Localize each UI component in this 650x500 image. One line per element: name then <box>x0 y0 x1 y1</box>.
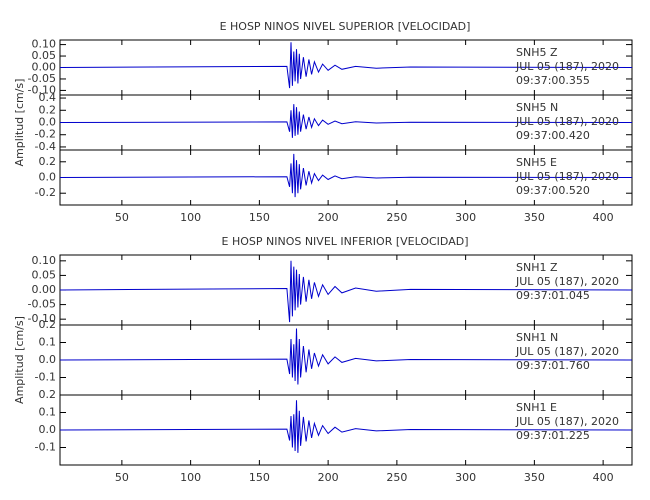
x-tick-label: 200 <box>318 211 339 224</box>
y-tick-label: 0.2 <box>39 103 57 116</box>
time-label: 09:37:01.760 <box>516 359 590 372</box>
x-tick-label: 150 <box>249 471 270 484</box>
x-tick-label: 100 <box>180 471 201 484</box>
y-tick-label: -0.05 <box>28 72 56 85</box>
waveform <box>59 42 633 89</box>
station-label: SNH5 Z <box>516 46 558 59</box>
y-tick-label: 0.1 <box>39 336 57 349</box>
y-tick-label: -0.10 <box>28 83 56 96</box>
y-tick-label: -0.05 <box>28 298 56 311</box>
y-tick-label: 0.00 <box>32 61 57 74</box>
date-label: JUL 05 (187), 2020 <box>515 275 619 288</box>
waveform <box>59 328 633 385</box>
station-label: SNH1 Z <box>516 261 558 274</box>
x-tick-label: 200 <box>318 471 339 484</box>
x-tick-label: 350 <box>524 471 545 484</box>
y-tick-label: 0.10 <box>32 254 57 267</box>
time-label: 09:37:01.045 <box>516 289 590 302</box>
y-tick-label: -0.4 <box>35 140 56 153</box>
station-label: SNH5 E <box>516 156 557 169</box>
y-axis-label: Amplitud [cm/s] <box>13 79 26 167</box>
y-tick-label: 0.0 <box>39 423 57 436</box>
y-tick-label: 0.4 <box>39 91 57 104</box>
x-tick-label: 300 <box>455 471 476 484</box>
station-label: SNH5 N <box>516 101 558 114</box>
date-label: JUL 05 (187), 2020 <box>515 170 619 183</box>
x-tick-label: 350 <box>524 211 545 224</box>
y-tick-label: 0.1 <box>39 406 57 419</box>
time-label: 09:37:01.225 <box>516 429 590 442</box>
x-tick-label: 300 <box>455 211 476 224</box>
time-label: 09:37:00.420 <box>516 129 590 142</box>
date-label: JUL 05 (187), 2020 <box>515 415 619 428</box>
chart-title: E HOSP NINOS NIVEL SUPERIOR [VELOCIDAD] <box>220 20 471 33</box>
date-label: JUL 05 (187), 2020 <box>515 115 619 128</box>
x-tick-label: 250 <box>386 471 407 484</box>
waveform <box>59 153 633 198</box>
station-label: SNH1 N <box>516 331 558 344</box>
y-tick-label: 0.10 <box>32 38 57 51</box>
x-tick-label: 50 <box>115 471 129 484</box>
x-tick-label: 100 <box>180 211 201 224</box>
date-label: JUL 05 (187), 2020 <box>515 345 619 358</box>
x-tick-label: 400 <box>593 471 614 484</box>
time-label: 09:37:00.520 <box>516 184 590 197</box>
y-tick-label: 0.0 <box>39 353 57 366</box>
y-tick-label: -0.1 <box>35 441 56 454</box>
waveform <box>59 104 633 138</box>
date-label: JUL 05 (187), 2020 <box>515 60 619 73</box>
waveform <box>59 400 633 453</box>
chart-title: E HOSP NINOS NIVEL INFERIOR [VELOCIDAD] <box>222 235 469 248</box>
y-tick-label: 0.2 <box>39 155 57 168</box>
y-axis-label: Amplitud [cm/s] <box>13 316 26 404</box>
y-tick-label: 0.00 <box>32 283 57 296</box>
y-tick-label: -0.2 <box>35 128 56 141</box>
y-tick-label: 0.2 <box>39 318 57 331</box>
y-tick-label: 0.0 <box>39 171 57 184</box>
x-tick-label: 50 <box>115 211 129 224</box>
y-tick-label: 0.0 <box>39 116 57 129</box>
time-label: 09:37:00.355 <box>516 74 590 87</box>
x-tick-label: 400 <box>593 211 614 224</box>
waveform <box>59 260 633 323</box>
y-tick-label: 0.2 <box>39 388 57 401</box>
station-label: SNH1 E <box>516 401 557 414</box>
y-tick-label: -0.10 <box>28 312 56 325</box>
x-tick-label: 150 <box>249 211 270 224</box>
y-tick-label: -0.2 <box>35 186 56 199</box>
y-tick-label: 0.05 <box>32 268 57 281</box>
x-tick-label: 250 <box>386 211 407 224</box>
y-tick-label: -0.1 <box>35 371 56 384</box>
y-tick-label: 0.05 <box>32 49 57 62</box>
